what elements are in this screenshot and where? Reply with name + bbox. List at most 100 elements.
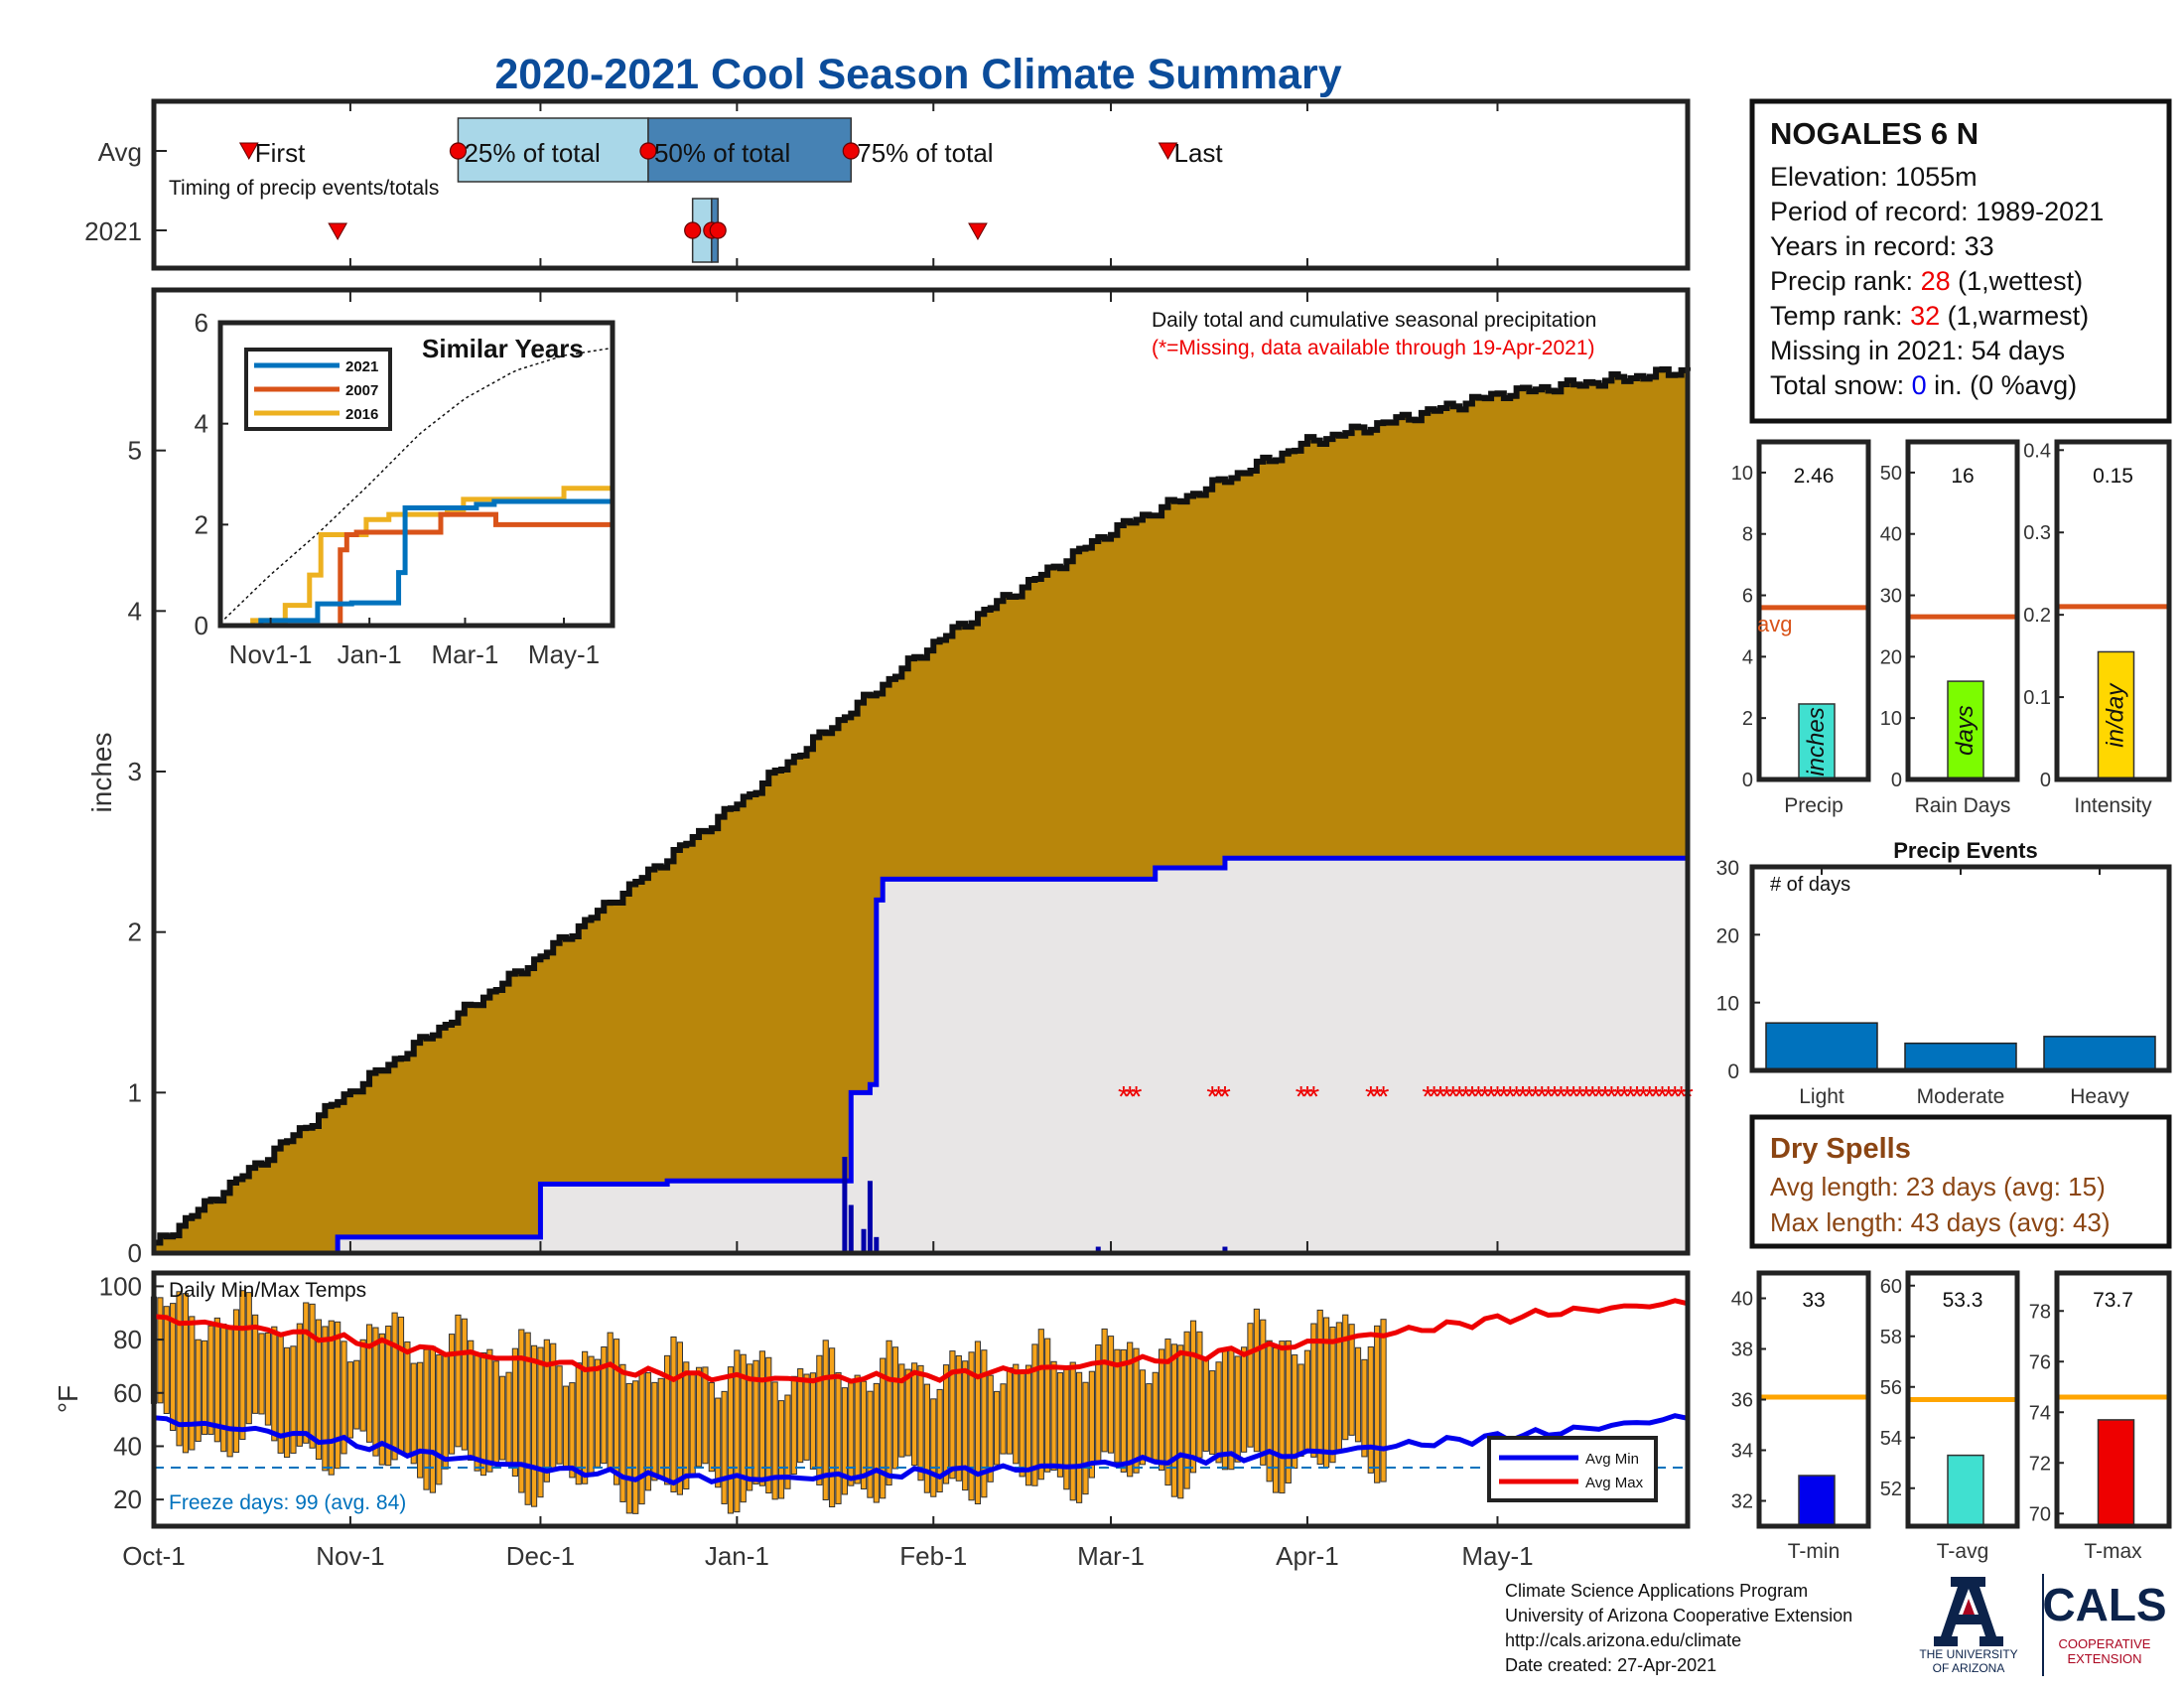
x-tick-label: Jan-1 [705, 1541, 769, 1571]
precip-event-bar [1904, 1042, 2017, 1071]
daily-temp-bar [886, 1340, 892, 1486]
daily-temp-bar [923, 1383, 930, 1493]
daily-temp-bar [670, 1336, 677, 1492]
daily-temp-bar [410, 1362, 417, 1465]
daily-temp-bar [607, 1332, 614, 1471]
daily-temp-bar [898, 1363, 905, 1458]
missing-marker: * [1466, 1080, 1478, 1113]
daily-temp-bar [651, 1381, 658, 1481]
panel-label: T-avg [1937, 1540, 1989, 1563]
daily-temp-bar [1076, 1371, 1083, 1503]
daily-temp-bar [854, 1374, 861, 1484]
precip-panel: inches 0 2 4 6 8 10 2.46 Precip avg [1731, 439, 1871, 817]
daily-temp-bar [195, 1339, 202, 1442]
missing-marker: * [1663, 1080, 1675, 1113]
daily-temp-bar [163, 1306, 170, 1414]
daily-temp-bar [974, 1340, 982, 1505]
missing-marker: * [1555, 1080, 1567, 1113]
daily-temp-bar [1037, 1329, 1044, 1481]
daily-temp-bar [777, 1400, 785, 1499]
daily-temp-bar [518, 1329, 525, 1493]
daily-temp-bar [904, 1368, 911, 1457]
avg-cumulative-edge [154, 366, 1691, 1246]
temp-ytick-label: 100 [99, 1271, 142, 1301]
daily-temp-bar [1120, 1348, 1127, 1473]
daily-temp-bar [657, 1377, 664, 1480]
missing-marker: * [1676, 1080, 1688, 1113]
intensity-panel: in/day 0 0.1 0.2 0.3 0.4 0.15 Intensity [2023, 439, 2172, 817]
daily-temp-bar [891, 1346, 899, 1470]
inset-xtick-label: Mar-1 [432, 639, 499, 669]
daily-temp-bar [1266, 1340, 1273, 1482]
daily-temp-bar [232, 1309, 240, 1454]
panel-bar [1947, 1454, 1984, 1527]
temperature-chart: 20 40 60 80 100 °F Daily Min/Max Temps Freez… [53, 1270, 1691, 1529]
avg-25-50-box [457, 117, 649, 183]
missing-marker: * [1460, 1080, 1472, 1113]
daily-temp-bar [1253, 1308, 1260, 1453]
panel-frame [1905, 439, 2020, 782]
daily-temp-bar [378, 1333, 385, 1466]
panel-value: 53.3 [1943, 1289, 1983, 1312]
panel-label: T-max [2084, 1540, 2142, 1563]
panel-tick-label: 34 [1731, 1441, 1753, 1463]
daily-temp-bar [335, 1321, 341, 1470]
x-tick-label: May-1 [1461, 1541, 1533, 1571]
timing-25pct-label: 25% of total [464, 138, 600, 168]
daily-temp-bar [752, 1359, 759, 1484]
panel-tick-label: 54 [1880, 1428, 1902, 1450]
daily-temp-bar [676, 1341, 683, 1495]
daily-temp-bar [1164, 1339, 1171, 1486]
daily-temp-bar [474, 1354, 480, 1472]
daily-temp-bar [930, 1398, 937, 1497]
daily-temp-bar [391, 1312, 398, 1461]
main-annotation: Daily total and cumulative seasonal prec… [1152, 309, 1596, 332]
panel-bar [1798, 1475, 1836, 1527]
daily-temp-bar [353, 1359, 360, 1430]
daily-temp-bar [157, 1297, 164, 1404]
missing-marker: * [1453, 1080, 1465, 1113]
x-tick-label: Oct-1 [122, 1541, 186, 1571]
daily-temp-bar [1189, 1320, 1197, 1474]
daily-temp-bar [1215, 1361, 1222, 1464]
daily-temp-bar [1133, 1347, 1140, 1474]
missing-marker: * [1586, 1080, 1598, 1113]
daily-temp-bar [1044, 1338, 1051, 1473]
daily-precip-bar [874, 1236, 880, 1253]
x-tick-label: Dec-1 [506, 1541, 575, 1571]
daily-temp-bar [404, 1340, 411, 1456]
daily-temp-bar [740, 1353, 747, 1503]
panel-tick-label: 0 [2040, 770, 2051, 791]
panel-label: Rain Days [1915, 794, 2011, 817]
daily-temp-bar [790, 1375, 797, 1476]
cals-logo-text: CALS [2042, 1579, 2166, 1630]
daily-temp-bar [397, 1316, 405, 1455]
cumulative-precip-chart: *** *** *** *** ****************************… [86, 287, 1694, 1268]
daily-temp-bar [1139, 1369, 1147, 1466]
avg-min-line [153, 1413, 1689, 1486]
daily-temp-bar [385, 1325, 392, 1467]
x-tick-label: Apr-1 [1276, 1541, 1339, 1571]
season-2021-line [154, 855, 1688, 1256]
daily-temp-bar [479, 1351, 487, 1477]
daily-precip-bar [1095, 1246, 1101, 1253]
daily-temp-bar [601, 1346, 608, 1465]
daily-temp-bar [492, 1360, 499, 1466]
daily-temp-bar [309, 1303, 316, 1449]
daily-precip-bar [867, 1181, 873, 1253]
2021-first-marker [328, 222, 347, 241]
missing-marker: * [1657, 1080, 1669, 1113]
daily-temp-bar [987, 1374, 994, 1482]
missing-marker: * [1562, 1080, 1573, 1113]
daily-temp-bar [296, 1323, 303, 1447]
panel-tick-label: 4 [1742, 646, 1753, 668]
daily-temp-bar [664, 1354, 671, 1485]
panel-tick-label: 0.1 [2023, 687, 2051, 709]
daily-temp-bar [1260, 1319, 1267, 1466]
daily-temp-bar [911, 1362, 918, 1467]
daily-temp-bar [1114, 1348, 1121, 1463]
avg-50-75-box [647, 117, 853, 183]
missing-marker: * [1549, 1080, 1561, 1113]
missing-marker: * [1422, 1080, 1433, 1113]
